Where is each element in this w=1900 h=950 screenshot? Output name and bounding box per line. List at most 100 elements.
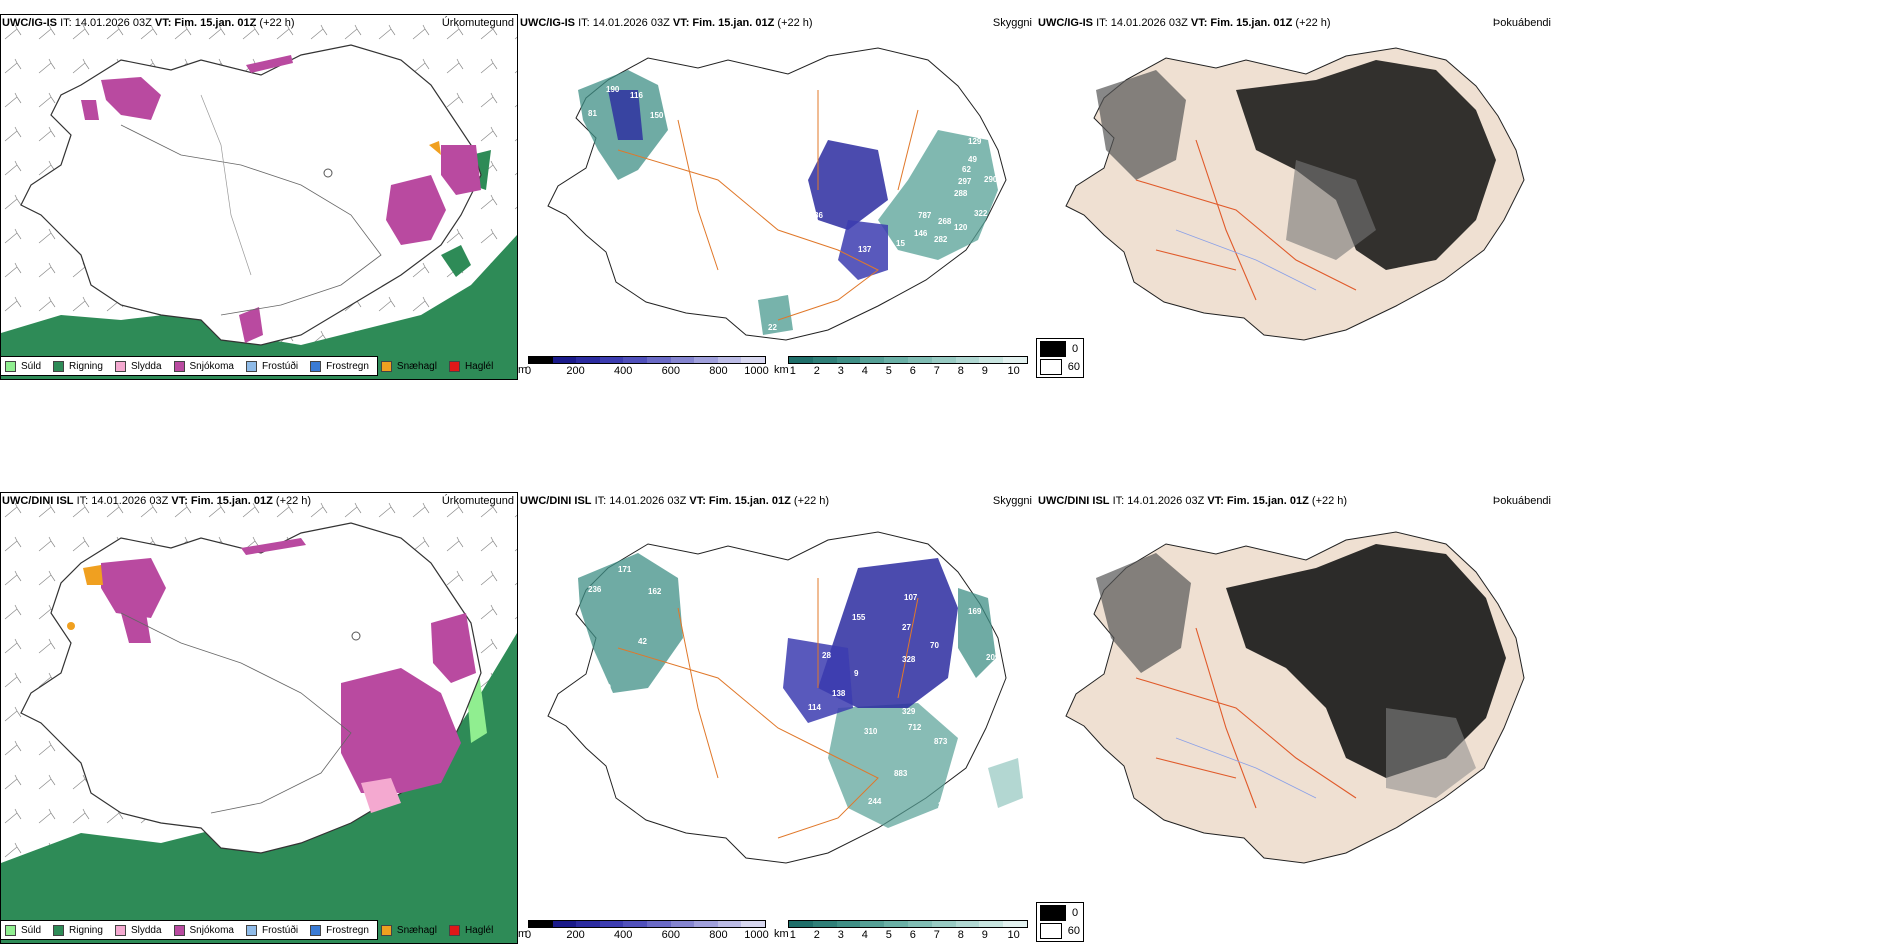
legend-item-snaehagl: Snæhagl xyxy=(380,360,437,372)
ceiling-colorbar: 0 200 400 600 800 1000 xyxy=(525,356,769,378)
fog-swatch-min xyxy=(1040,341,1066,357)
tick-label: 2 xyxy=(813,365,820,377)
map-label: 282 xyxy=(934,235,948,244)
map-label: 15 xyxy=(896,239,905,248)
tick-label: 800 xyxy=(709,365,728,377)
map-label: 288 xyxy=(954,189,968,198)
legend-label: Slydda xyxy=(130,360,162,372)
map-label: 146 xyxy=(914,229,928,238)
legend-item-haglel: Haglél xyxy=(448,924,493,936)
visibility-colorbar: 1 2 3 4 5 6 7 8 9 10 xyxy=(788,920,1028,942)
init-time: IT: 14.01.2026 03Z xyxy=(578,17,670,29)
valid-time: Fim. 15.jan. 01Z xyxy=(1210,17,1293,29)
precip-type-map xyxy=(0,14,518,380)
map-label: 169 xyxy=(968,607,982,616)
legend-item-slydda: Slydda xyxy=(114,360,162,372)
map-label: 322 xyxy=(974,209,988,218)
model-name: UWC/DINI ISL xyxy=(520,495,592,507)
map-label: 268 xyxy=(938,217,952,226)
ceiling-unit: m xyxy=(518,364,528,376)
ceiling-colorbar: 0 200 400 600 800 1000 xyxy=(525,920,769,942)
map-label: 107 xyxy=(904,593,918,602)
visibility-colorbar: 1 2 3 4 5 6 7 8 9 10 xyxy=(788,356,1028,378)
map-label: 380 xyxy=(942,683,956,692)
map-label: 114 xyxy=(808,703,821,712)
visibility-map: 190 116 150 81 107 10 86 137 15 60 22 78… xyxy=(518,30,1036,356)
map-label: 120 xyxy=(954,223,968,232)
legend-label: Rigning xyxy=(69,924,103,936)
panel-title: Skyggni xyxy=(992,17,1032,29)
fog-value-min: 0 xyxy=(1072,343,1079,355)
map-label: 116 xyxy=(630,91,643,100)
map-label: 171 xyxy=(618,565,632,574)
visibility-color-steps xyxy=(788,920,1028,928)
legend-item-frostregn: Frostregn xyxy=(310,924,369,936)
legend-item-rigning: Rigning xyxy=(53,924,103,936)
map-label: 42 xyxy=(638,637,647,646)
legend-label: Frostregn xyxy=(326,924,369,936)
map-label: 190 xyxy=(606,85,620,94)
panel-header: UWC/IG-IS IT: 14.01.2026 03Z VT: Fim. 15… xyxy=(520,17,813,29)
tick-label: 7 xyxy=(933,929,940,941)
visibility-map: 171 162 236 42 10 114 138 28 9 155 328 1… xyxy=(518,508,1036,920)
tick-label: 7 xyxy=(933,365,940,377)
ceiling-unit: m xyxy=(518,928,528,940)
legend-label: Snæhagl xyxy=(396,924,437,936)
map-label: 150 xyxy=(650,111,664,120)
ceiling-color-steps xyxy=(528,920,766,928)
panel-title: Skyggni xyxy=(992,495,1032,507)
tick-label: 2 xyxy=(813,929,820,941)
fog-value-min: 0 xyxy=(1072,907,1079,919)
visibility-color-steps xyxy=(788,356,1028,364)
map-label: 60 xyxy=(868,285,877,294)
legend-item-frostregn: Frostregn xyxy=(310,360,369,372)
tick-label: 6 xyxy=(909,365,916,377)
tick-label: 200 xyxy=(566,365,585,377)
model-name: UWC/IG-IS xyxy=(1038,17,1093,29)
legend-label: Súld xyxy=(21,924,42,936)
tick-label: 400 xyxy=(614,365,633,377)
legend-item-frostudi: Frostúði xyxy=(245,360,298,372)
fog-legend: 0 60 xyxy=(1036,902,1084,942)
map-label: 310 xyxy=(864,727,878,736)
panel-precip-type-bottom: UWC/DINI ISL IT: 14.01.2026 03Z VT: Fim.… xyxy=(0,492,518,944)
tick-label: 8 xyxy=(957,365,964,377)
lead-time: (+22 h) xyxy=(1311,495,1348,507)
tick-label: 4 xyxy=(861,365,868,377)
map-label: 787 xyxy=(918,211,932,220)
map-label: 883 xyxy=(894,769,908,778)
map-label: 712 xyxy=(908,723,922,732)
legend-label: Slydda xyxy=(130,924,162,936)
map-label: 81 xyxy=(588,109,597,118)
precip-type-legend: Súld Rigning Slydda Snjókoma Frostúði Fr… xyxy=(0,356,493,376)
iceland-map xyxy=(1,15,517,379)
lead-time: (+22 h) xyxy=(793,495,830,507)
tick-label: 8 xyxy=(957,929,964,941)
ceiling-ticks: 0 200 400 600 800 1000 xyxy=(525,364,769,378)
precip-type-map xyxy=(0,492,518,944)
map-label: 86 xyxy=(814,211,823,220)
panel-fog-bottom: UWC/DINI ISL IT: 14.01.2026 03Z VT: Fim.… xyxy=(1036,492,1555,944)
fog-legend: 0 60 xyxy=(1036,338,1084,378)
panel-header: UWC/DINI ISL IT: 14.01.2026 03Z VT: Fim.… xyxy=(520,495,829,507)
tick-label: 200 xyxy=(566,929,585,941)
panel-precip-type-top: UWC/IG-IS IT: 14.01.2026 03Z VT: Fim. 15… xyxy=(0,14,518,380)
visibility-unit: km xyxy=(774,928,789,940)
fog-swatch-max xyxy=(1040,359,1062,375)
legend-label: Snjókoma xyxy=(189,924,234,936)
tick-label: 5 xyxy=(885,929,892,941)
map-label: 9 xyxy=(854,669,859,678)
visibility-unit: km xyxy=(774,364,789,376)
valid-time-label: VT: xyxy=(1207,495,1224,507)
legend-item-snjokoma: Snjókoma xyxy=(173,924,234,936)
lead-time: (+22 h) xyxy=(777,17,813,29)
iceland-map: 171 162 236 42 10 114 138 28 9 155 328 1… xyxy=(547,531,1023,864)
map-label: 297 xyxy=(958,177,972,186)
model-name: UWC/IG-IS xyxy=(520,17,575,29)
init-time: IT: 14.01.2026 03Z xyxy=(1112,495,1205,507)
panel-header: UWC/IG-IS IT: 14.01.2026 03Z VT: Fim. 15… xyxy=(1038,17,1331,29)
legend-label: Snjókoma xyxy=(189,360,234,372)
panel-header: UWC/DINI ISL IT: 14.01.2026 03Z VT: Fim.… xyxy=(1038,495,1347,507)
visibility-ticks: 1 2 3 4 5 6 7 8 9 10 xyxy=(788,364,1028,378)
tick-label: 1 xyxy=(789,929,796,941)
